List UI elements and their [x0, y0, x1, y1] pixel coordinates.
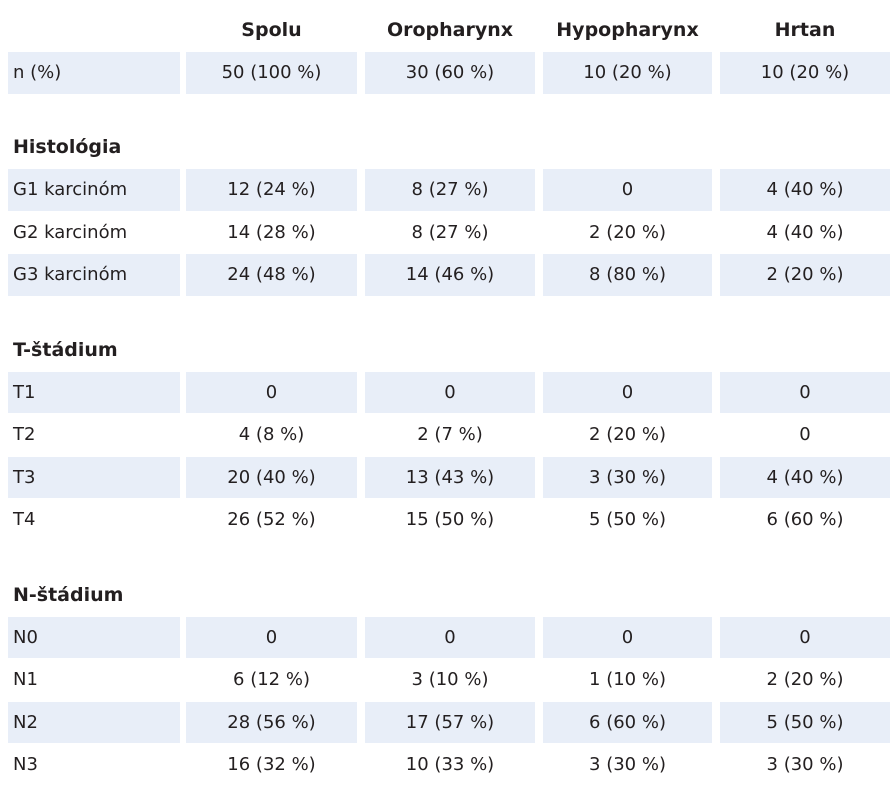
table-cell: 1 (10 %)	[589, 669, 666, 691]
table-cell: 3 (30 %)	[766, 754, 844, 776]
table-cell: 2 (7 %)	[417, 424, 483, 446]
table-cell: 8 (80 %)	[543, 254, 712, 296]
column-header: Hrtan	[774, 19, 836, 41]
column-header: Hypopharynx	[556, 19, 699, 41]
table-cell: 8 (27 %)	[411, 221, 489, 243]
row-label: T3	[8, 456, 180, 498]
table-cell: 14 (28 %)	[227, 221, 316, 243]
table-cell: 0	[720, 616, 890, 658]
column-header: Oropharynx	[386, 19, 514, 41]
row-label: N2	[8, 701, 180, 743]
row-label: T4	[13, 509, 36, 531]
table-cell: 4 (40 %)	[720, 456, 890, 498]
table-cell: 6 (60 %)	[766, 509, 844, 531]
table-cell: 10 (33 %)	[405, 754, 495, 776]
table-cell: 0	[720, 371, 890, 413]
row-label: G2 karcinóm	[13, 221, 128, 243]
table-cell: 2 (20 %)	[589, 221, 666, 243]
table-cell: 0	[543, 169, 712, 211]
table-cell: 14 (46 %)	[365, 254, 535, 296]
table-cell: 0	[799, 424, 811, 446]
section-title: T-štádium	[13, 338, 118, 361]
table-cell: 10 (20 %)	[720, 52, 890, 94]
row-label: N3	[13, 754, 38, 776]
table-cell: 3 (30 %)	[543, 456, 712, 498]
section-title: Histológia	[13, 136, 122, 158]
row-label: G3 karcinóm	[8, 254, 180, 296]
table-cell: 2 (20 %)	[589, 424, 666, 446]
table-cell: 3 (10 %)	[411, 669, 489, 691]
column-header: Spolu	[241, 19, 302, 41]
table-cell: 4 (8 %)	[238, 424, 305, 446]
table-cell: 4 (40 %)	[720, 169, 890, 211]
table-cell: 6 (12 %)	[233, 669, 310, 691]
table-cell: 20 (40 %)	[186, 456, 357, 498]
row-label: N0	[8, 616, 180, 658]
table-cell: 13 (43 %)	[365, 456, 535, 498]
table-cell: 6 (60 %)	[543, 701, 712, 743]
table-cell: 10 (20 %)	[543, 52, 712, 94]
table-cell: 50 (100 %)	[186, 52, 357, 94]
row-label: T1	[8, 371, 180, 413]
row-label: n (%)	[8, 52, 180, 94]
table-cell: 2 (20 %)	[766, 669, 844, 691]
table-cell: 0	[365, 616, 535, 658]
section-title: N-štádium	[13, 583, 124, 606]
table-cell: 28 (56 %)	[186, 701, 357, 743]
row-label: T2	[13, 424, 36, 446]
table-cell: 8 (27 %)	[365, 169, 535, 211]
row-label: G1 karcinóm	[8, 169, 180, 211]
table-cell: 4 (40 %)	[766, 221, 844, 243]
table-cell: 0	[365, 371, 535, 413]
table-cell: 17 (57 %)	[365, 701, 535, 743]
table-cell: 0	[543, 616, 712, 658]
table-cell: 0	[543, 371, 712, 413]
table-cell: 24 (48 %)	[186, 254, 357, 296]
table-cell: 0	[186, 371, 357, 413]
table-cell: 12 (24 %)	[186, 169, 357, 211]
table-cell: 3 (30 %)	[589, 754, 666, 776]
table-cell: 2 (20 %)	[720, 254, 890, 296]
table-cell: 5 (50 %)	[589, 509, 666, 531]
table-cell: 26 (52 %)	[227, 509, 316, 531]
table-cell: 16 (32 %)	[227, 754, 316, 776]
row-label: N1	[13, 669, 38, 691]
table-cell: 0	[186, 616, 357, 658]
table-cell: 15 (50 %)	[405, 509, 495, 531]
table-cell: 5 (50 %)	[720, 701, 890, 743]
table-cell: 30 (60 %)	[365, 52, 535, 94]
